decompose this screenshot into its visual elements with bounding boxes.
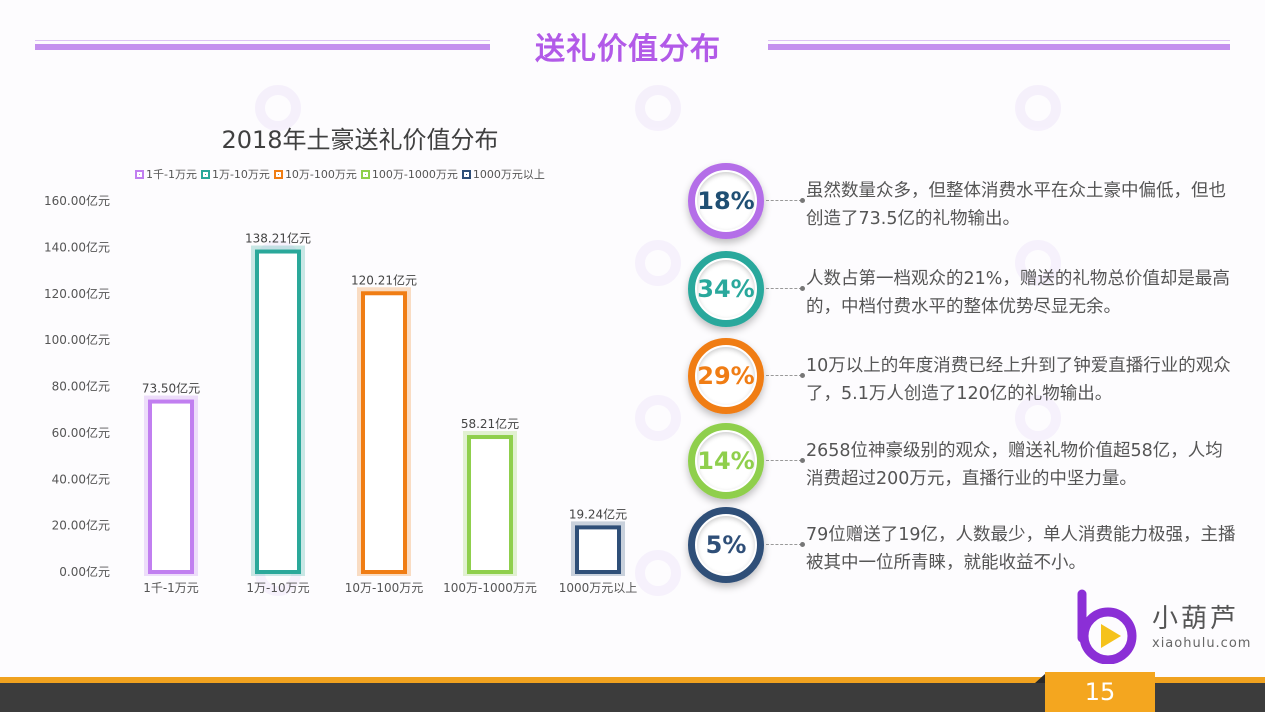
- stat-description: 10万以上的年度消费已经上升到了钟爱直播行业的观众了，5.1万人创造了120亿的…: [806, 356, 1231, 404]
- badge-ring: [688, 423, 764, 499]
- title-rule-right: [768, 40, 1230, 50]
- legend-label: 1000万元以上: [472, 168, 545, 181]
- badge-inner: [697, 432, 755, 490]
- footer-accent: [0, 677, 1265, 683]
- brand-url: xiaohulu.com: [1152, 636, 1252, 651]
- connector-dot: [800, 542, 805, 547]
- percent-value: 5%: [705, 531, 747, 559]
- stat-row: 34% 人数占第一档观众的21%，赠送的礼物总价值却是最高的，中档付费水平的整体优…: [686, 251, 1246, 331]
- title-rule-left: [35, 40, 490, 50]
- y-tick-label: 120.00亿元: [44, 286, 110, 301]
- page-number-box: 15: [1045, 672, 1155, 712]
- stat-row: 18% 虽然数量众多，但整体消费水平在众土豪中偏低，但也创造了73.5亿的礼物输出…: [686, 163, 1246, 243]
- bar: [575, 525, 621, 574]
- legend-label: 10万-100万元: [284, 168, 357, 181]
- legend-swatch: [135, 169, 144, 179]
- stat-description: 79位赠送了19亿，人数最少，单人消费能力极强，主播被其中一位所青睐，就能收益不…: [806, 525, 1236, 573]
- stat-row: 14% 2658位神豪级别的观众，赠送礼物价值超58亿，人均消费超过200万元，直…: [686, 423, 1246, 503]
- legend-swatch: [360, 169, 370, 179]
- legend-swatch: [273, 169, 283, 179]
- dashed-connector: [766, 375, 802, 376]
- y-tick-label: 20.00亿元: [52, 518, 110, 533]
- connector-dot: [800, 373, 805, 378]
- page-number-tab-fold: [1035, 674, 1045, 683]
- stat-description: 虽然数量众多，但整体消费水平在众土豪中偏低，但也创造了73.5亿的礼物输出。: [806, 181, 1226, 229]
- bar-value-label: 120.21亿元: [351, 272, 417, 287]
- badge-ring: [688, 163, 764, 239]
- bar-chart: 0.00亿元 20.00亿元 40.00亿元 60.00亿元 80.00亿元 100.00…: [44, 193, 638, 595]
- x-tick-label: 1000万元以上: [559, 581, 638, 595]
- x-tick-label: 1千-1万元: [143, 581, 199, 595]
- percent-value: 14%: [697, 447, 755, 475]
- bar: [255, 249, 301, 574]
- badge-ring: [688, 507, 764, 583]
- legend-item: 1千-1万元: [135, 166, 197, 182]
- legend-label: 1万-10万元: [211, 168, 270, 181]
- badge-ring: [688, 251, 764, 327]
- bar: [467, 435, 513, 575]
- percent-badge: 5%: [688, 507, 764, 583]
- badge-inner: [697, 516, 755, 574]
- dashed-connector: [766, 200, 802, 201]
- legend-label: 1千-1万元: [146, 168, 197, 181]
- dashed-connector: [766, 288, 802, 289]
- percent-badge: 18%: [688, 163, 764, 239]
- bar: [148, 399, 194, 574]
- y-tick-label: 60.00亿元: [52, 425, 110, 440]
- badge-inner: [697, 172, 755, 230]
- stat-row: 29% 10万以上的年度消费已经上升到了钟爱直播行业的观众了，5.1万人创造了12…: [686, 338, 1246, 418]
- legend-item: 1000万元以上: [461, 166, 545, 182]
- y-tick-label: 80.00亿元: [52, 379, 110, 394]
- watermark-logo: [635, 85, 696, 131]
- percent-badge: 29%: [688, 338, 764, 414]
- percent-value: 18%: [697, 187, 755, 215]
- page-title: 送礼价值分布: [535, 32, 721, 67]
- badge-inner: [697, 347, 755, 405]
- bar-value-label: 138.21亿元: [245, 231, 311, 246]
- dashed-connector: [766, 544, 802, 545]
- y-tick-label: 140.00亿元: [44, 239, 110, 254]
- stat-row: 5% 79位赠送了19亿，人数最少，单人消费能力极强，主播被其中一位所青睐，就能收…: [686, 507, 1246, 587]
- x-tick-label: 100万-1000万元: [443, 581, 537, 595]
- connector-dot: [800, 198, 805, 203]
- chart-title: 2018年土豪送礼价值分布: [221, 126, 499, 154]
- percent-value: 34%: [697, 275, 755, 303]
- watermark-logo: [1015, 85, 1076, 131]
- bar-value-label: 73.50亿元: [142, 381, 200, 396]
- legend-swatch: [461, 169, 471, 179]
- chart-legend: 1千-1万元 1万-10万元 10万-100万元 100万-1000万元 1000万元以…: [135, 166, 545, 182]
- brand-name: 小葫芦: [1152, 604, 1240, 634]
- legend-item: 10万-100万元: [273, 166, 357, 182]
- connector-dot: [800, 458, 805, 463]
- page-number: 15: [1084, 678, 1116, 706]
- badge-ring: [688, 338, 764, 414]
- legend-item: 1万-10万元: [200, 166, 270, 182]
- stat-description: 2658位神豪级别的观众，赠送礼物价值超58亿，人均消费超过200万元，直播行业…: [806, 441, 1223, 489]
- stat-description: 人数占第一档观众的21%，赠送的礼物总价值却是最高的，中档付费水平的整体优势尽显…: [806, 269, 1230, 317]
- bar-value-label: 58.21亿元: [461, 416, 519, 431]
- y-tick-label: 0.00亿元: [59, 564, 110, 579]
- bar: [361, 291, 407, 574]
- badge-inner: [697, 260, 755, 318]
- y-tick-label: 100.00亿元: [44, 332, 110, 347]
- legend-item: 100万-1000万元: [360, 166, 458, 182]
- percent-badge: 14%: [688, 423, 764, 499]
- gourd-play-icon: [1077, 589, 1137, 664]
- x-tick-label: 10万-100万元: [345, 581, 424, 595]
- percent-badge: 34%: [688, 251, 764, 327]
- connector-dot: [800, 286, 805, 291]
- legend-label: 100万-1000万元: [371, 168, 458, 181]
- percent-value: 29%: [697, 362, 755, 390]
- bar-value-label: 19.24亿元: [569, 506, 627, 521]
- x-tick-label: 1万-10万元: [246, 581, 309, 595]
- y-tick-label: 160.00亿元: [44, 193, 110, 208]
- brand-logo: 小葫芦 xiaohulu.com: [1072, 588, 1252, 668]
- dashed-connector: [766, 460, 802, 461]
- legend-swatch: [200, 169, 210, 179]
- y-tick-label: 40.00亿元: [52, 471, 110, 486]
